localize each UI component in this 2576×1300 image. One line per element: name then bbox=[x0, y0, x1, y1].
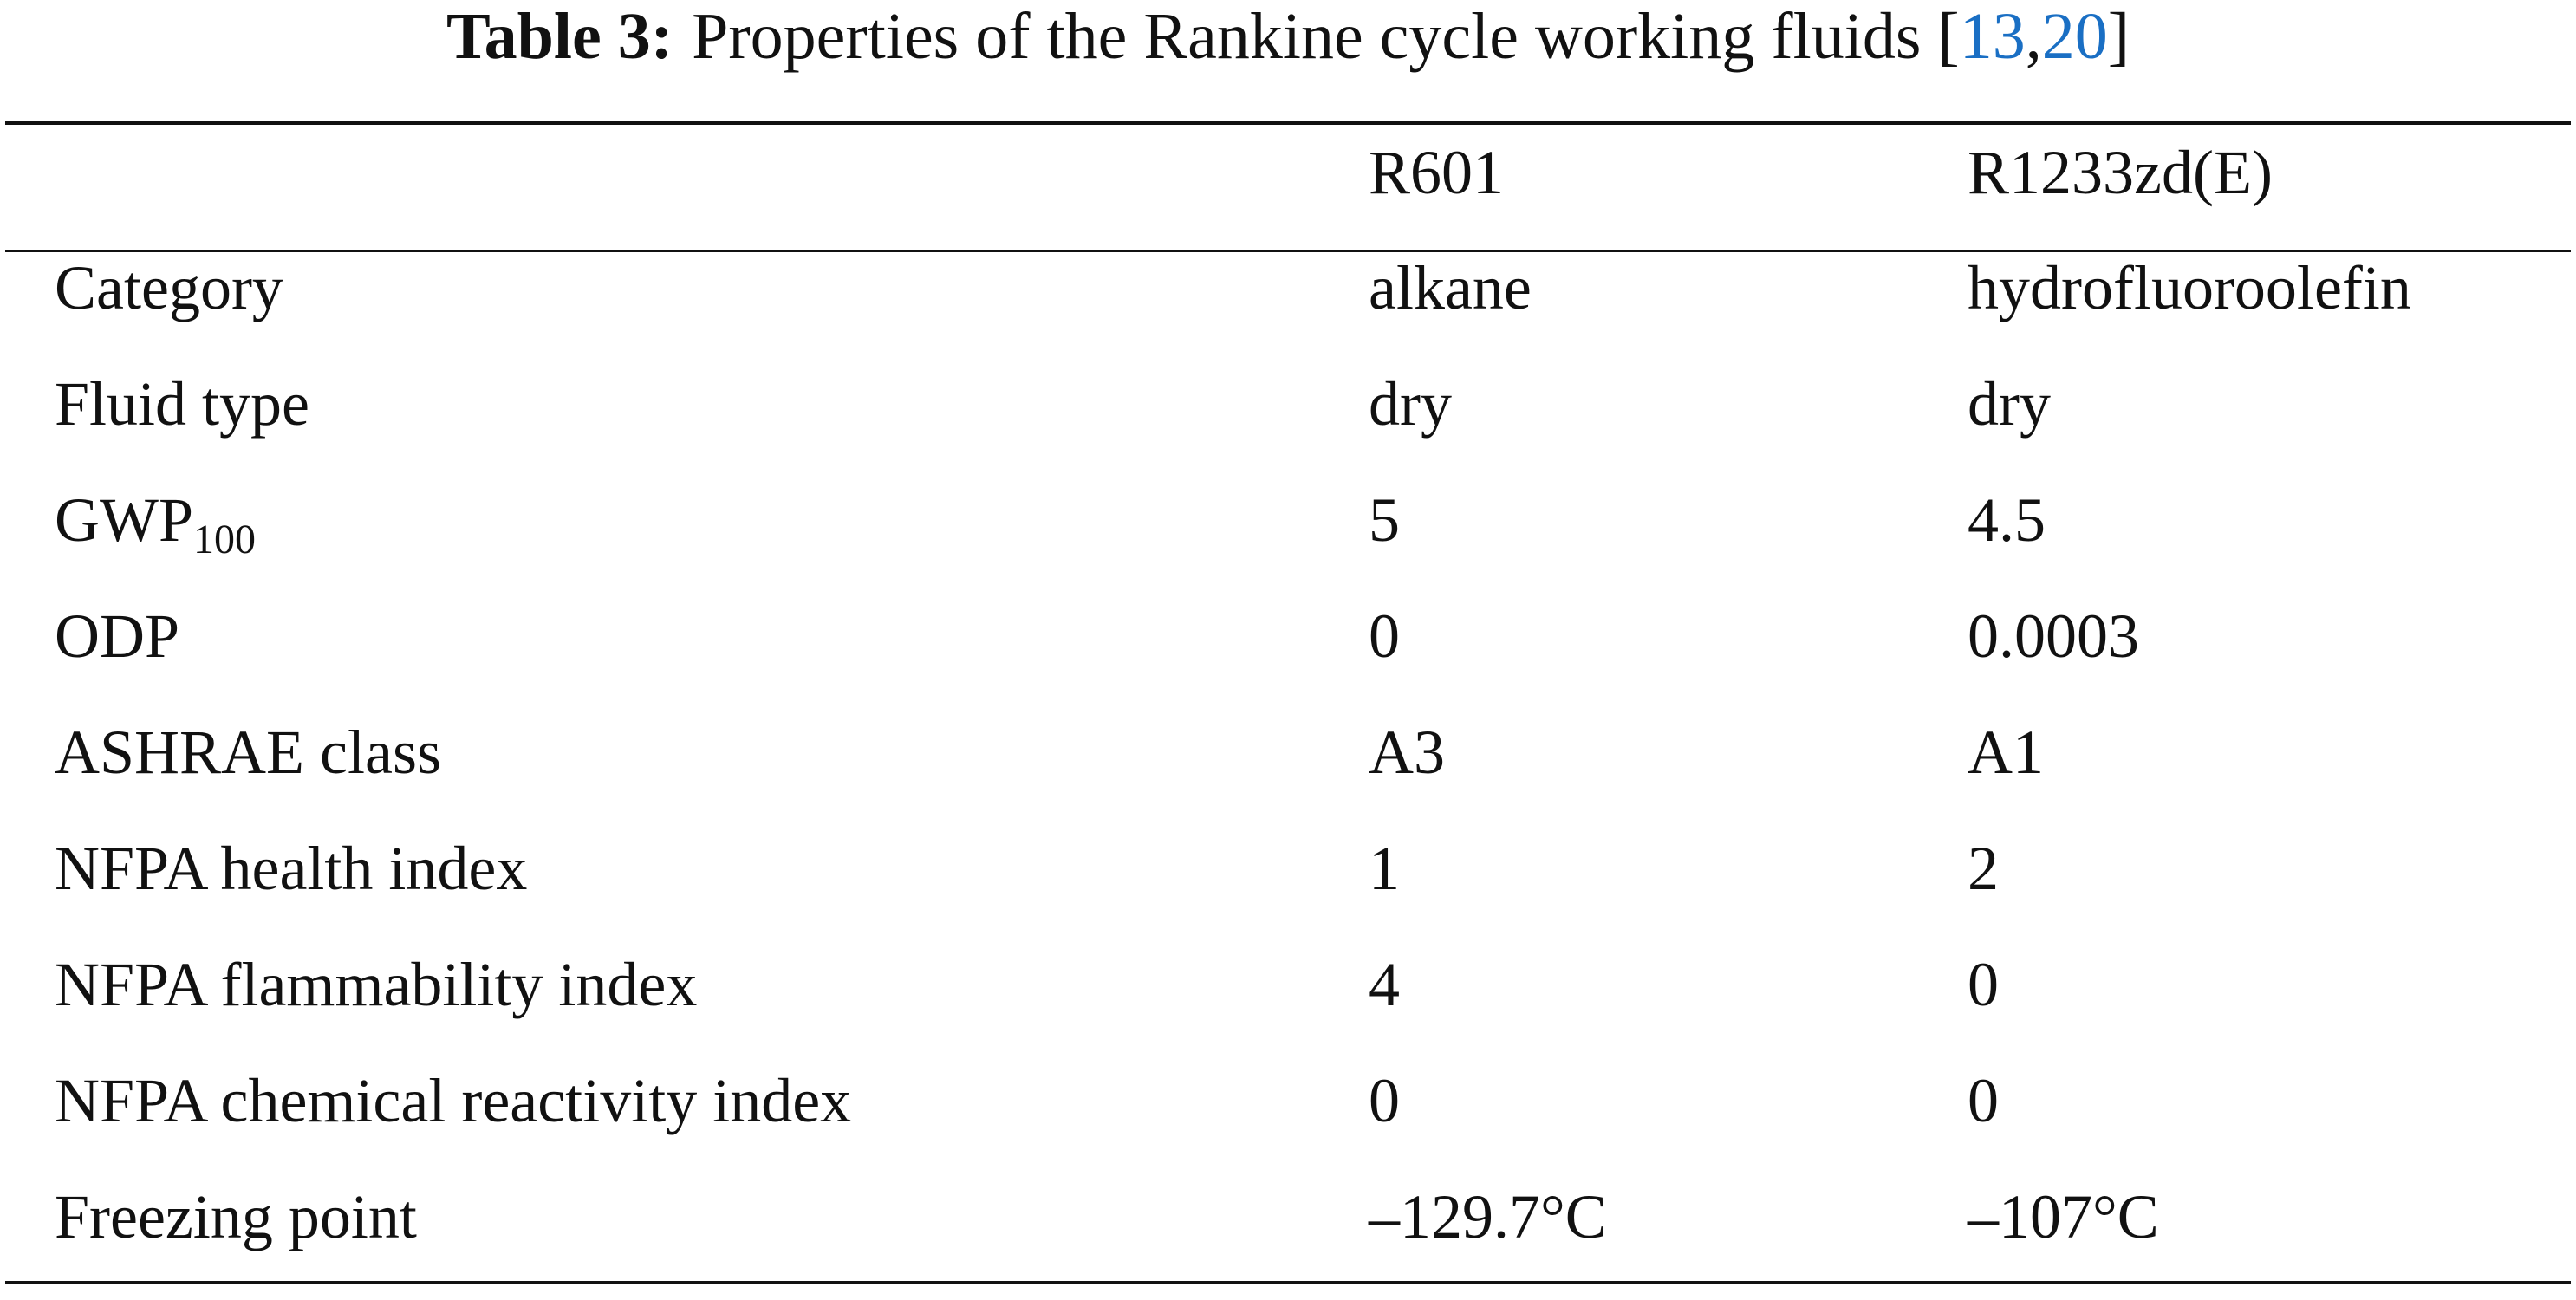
table-caption: Table 3: Properties of the Rankine cycle … bbox=[0, 3, 2576, 69]
bottom-rule bbox=[5, 1281, 2571, 1284]
table-cell: dry bbox=[1968, 369, 2051, 439]
column-header: R1233zd(E) bbox=[1968, 138, 2273, 207]
mid-rule bbox=[5, 250, 2571, 252]
citation[interactable]: 20 bbox=[2041, 0, 2108, 73]
row-label: NFPA flammability index bbox=[55, 950, 698, 1019]
row-label: ODP bbox=[55, 601, 180, 671]
citation[interactable]: 13 bbox=[1959, 0, 2026, 73]
caption-label: Table 3: bbox=[446, 0, 673, 73]
caption-separator: , bbox=[2025, 0, 2042, 73]
table-cell: 5 bbox=[1369, 485, 1400, 555]
column-header: R601 bbox=[1369, 138, 1505, 207]
table-cell: 0 bbox=[1968, 950, 1999, 1019]
table-cell: 0 bbox=[1968, 1066, 1999, 1135]
row-label: Freezing point bbox=[55, 1182, 417, 1251]
row-label: NFPA health index bbox=[55, 834, 528, 903]
caption-text: Properties of the Rankine cycle working … bbox=[692, 0, 1960, 73]
row-label: Category bbox=[55, 253, 283, 322]
table-cell: alkane bbox=[1369, 253, 1532, 322]
table-cell: 0 bbox=[1369, 601, 1400, 671]
table-cell: 4.5 bbox=[1968, 485, 2046, 555]
table-cell: –129.7°C bbox=[1369, 1182, 1607, 1251]
table-cell: 2 bbox=[1968, 834, 1999, 903]
table-cell: A1 bbox=[1968, 718, 2044, 787]
table-cell: dry bbox=[1369, 369, 1452, 439]
row-label: ASHRAE class bbox=[55, 718, 441, 787]
table-cell: 0 bbox=[1369, 1066, 1400, 1135]
table-cell: –107°C bbox=[1968, 1182, 2159, 1251]
table-cell: hydrofluoroolefin bbox=[1968, 253, 2411, 322]
row-label: GWP100 bbox=[55, 485, 256, 562]
table-cell: 1 bbox=[1369, 834, 1400, 903]
row-label: Fluid type bbox=[55, 369, 310, 439]
table-cell: A3 bbox=[1369, 718, 1445, 787]
top-rule bbox=[5, 121, 2571, 125]
row-label-subscript: 100 bbox=[193, 517, 256, 562]
table-cell: 4 bbox=[1369, 950, 1400, 1019]
table-cell: 0.0003 bbox=[1968, 601, 2139, 671]
row-label: NFPA chemical reactivity index bbox=[55, 1066, 852, 1135]
caption-close: ] bbox=[2107, 0, 2130, 73]
